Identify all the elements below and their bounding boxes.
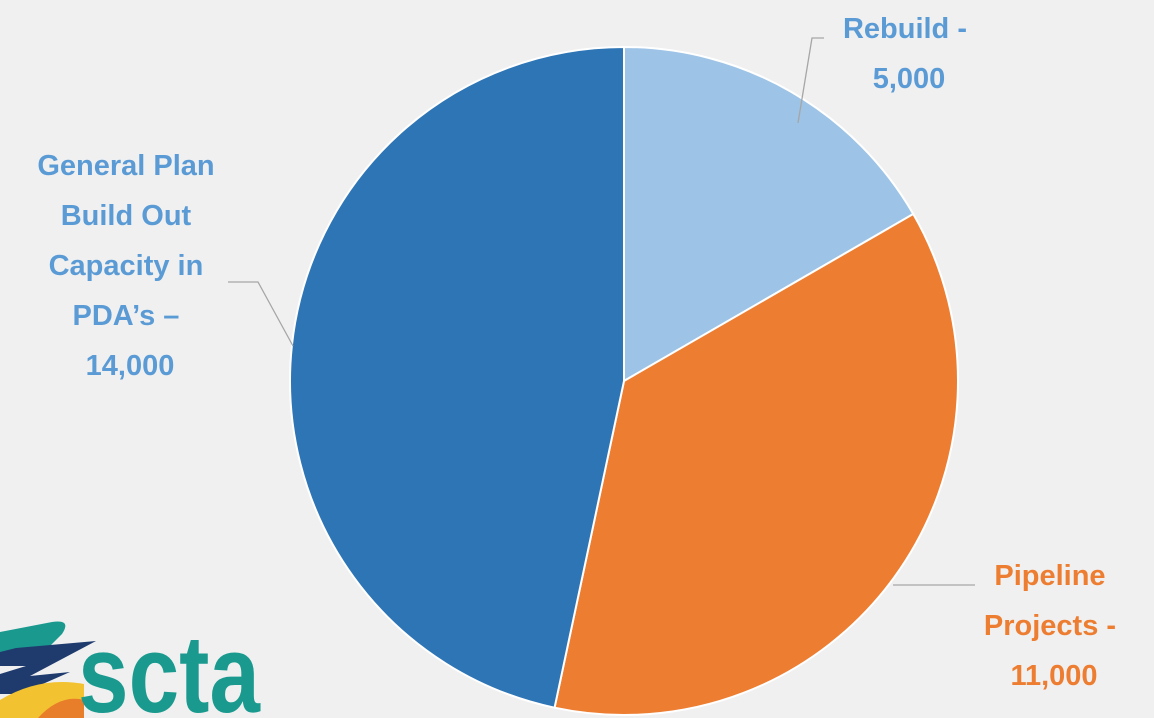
label-pipeline-line-3: 11,000 bbox=[1010, 660, 1097, 692]
pie-slices bbox=[289, 45, 959, 716]
leader-line-rebuild bbox=[797, 37, 824, 124]
pie-slice-rebuild bbox=[623, 45, 915, 383]
pie-slice-pipeline-projects bbox=[553, 212, 959, 716]
label-general-plan: General Plan Build Out Capacity in PDA’s… bbox=[37, 150, 222, 382]
label-general-plan-line-1: General Plan bbox=[37, 150, 214, 182]
label-rebuild-line-1: Rebuild - bbox=[843, 13, 967, 45]
scta-logo-mark bbox=[0, 621, 96, 718]
label-pipeline-line-1: Pipeline bbox=[994, 560, 1105, 592]
scta-logo: scta bbox=[0, 613, 261, 718]
label-rebuild-line-2: 5,000 bbox=[873, 63, 946, 95]
label-pipeline: Pipeline Projects - 11,000 bbox=[984, 560, 1124, 692]
scta-logo-text: scta bbox=[78, 613, 261, 718]
label-general-plan-line-5: 14,000 bbox=[86, 350, 175, 382]
pie-slice-general-plan-build-out-capacity-in-pda-s bbox=[289, 45, 625, 709]
label-general-plan-line-3: Capacity in bbox=[49, 250, 204, 282]
label-general-plan-line-2: Build Out bbox=[61, 200, 192, 232]
label-general-plan-line-4: PDA’s – bbox=[73, 300, 180, 332]
label-pipeline-line-2: Projects - bbox=[984, 610, 1116, 642]
leader-line-general-plan bbox=[228, 281, 294, 347]
label-rebuild: Rebuild - 5,000 bbox=[843, 13, 975, 95]
